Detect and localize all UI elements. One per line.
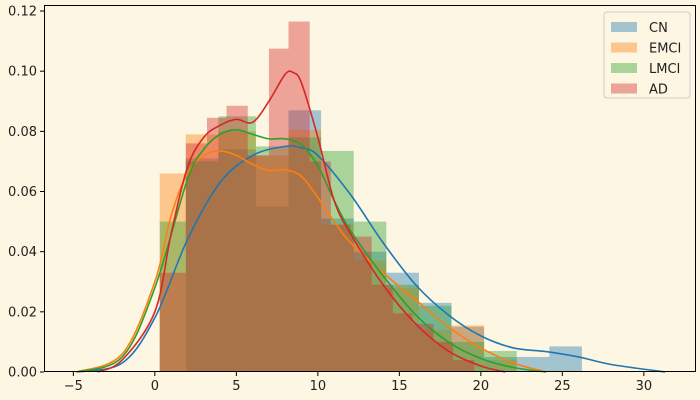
y-tick-label: 0.04: [8, 245, 37, 260]
y-tick-label: 0.06: [8, 185, 37, 200]
kde-line-lmci: [76, 129, 547, 373]
plot-area: [44, 5, 696, 372]
bar-ad-8: [330, 224, 351, 372]
bar-emci-7: [386, 287, 419, 372]
x-tick-label: 15: [391, 379, 408, 394]
bar-lmci-3: [255, 146, 289, 372]
bar-emci-5: [321, 224, 354, 372]
bar-lmci-4: [288, 137, 322, 372]
legend-box: [603, 11, 691, 99]
bar-ad-4: [247, 155, 269, 372]
bar-cn-2: [218, 149, 256, 372]
bar-ad-2: [207, 117, 227, 373]
bar-ad-9: [350, 236, 372, 372]
bar-emci-6: [353, 260, 387, 372]
x-tick-label: 20: [473, 379, 490, 394]
legend-swatch-cn: [611, 22, 637, 32]
bar-ad-7: [309, 161, 331, 372]
bar-ad-1: [185, 143, 207, 372]
legend-swatch-emci: [611, 42, 637, 53]
legend-label-ad: AD: [649, 83, 668, 98]
x-tick-label: 25: [554, 379, 571, 394]
bar-lmci-1: [185, 161, 219, 372]
x-tick-label: 5: [232, 379, 240, 394]
bar-emci-4: [288, 129, 322, 372]
bar-emci-8: [418, 329, 452, 372]
kde-line-ad: [97, 70, 506, 373]
bar-ad-11: [392, 313, 413, 372]
bar-lmci-6: [353, 221, 387, 372]
bar-emci-1: [185, 134, 219, 372]
y-tick-label: 0.12: [8, 5, 37, 20]
legend-swatch-lmci: [611, 63, 637, 73]
y-tick-label: 0.10: [8, 65, 37, 80]
bar-ad-13: [433, 341, 454, 372]
kde-lines-layer: [76, 70, 666, 373]
bar-lmci-5: [321, 150, 354, 372]
bar-lmci-2: [218, 116, 256, 372]
bar-cn-5: [321, 218, 354, 372]
y-tick-label: 0.00: [8, 366, 37, 381]
bar-emci-3: [255, 155, 289, 372]
bar-emci-2: [218, 131, 256, 372]
bar-cn-8: [418, 302, 452, 372]
legend: CN EMCI LMCI AD: [603, 11, 691, 99]
bar-cn-3: [255, 206, 289, 372]
axes-frame: [44, 5, 696, 372]
bar-ad-10: [371, 284, 393, 372]
bar-ad-0: [159, 272, 186, 372]
bar-ad-6: [288, 21, 310, 373]
legend-label-cn: CN: [649, 21, 668, 36]
y-tick-label: 0.08: [8, 125, 37, 140]
kde-line-emci: [76, 150, 547, 373]
bar-ad-5: [268, 48, 289, 373]
x-axis: −5 0 5 10 15 20 25 30: [64, 372, 652, 394]
y-axis: 0.00 0.02 0.04 0.06 0.08 0.10 0.12: [8, 5, 44, 381]
y-tick-label: 0.02: [8, 305, 37, 320]
legend-label-emci: EMCI: [649, 42, 681, 57]
x-tick-label: −5: [64, 379, 83, 394]
x-tick-label: 30: [636, 379, 653, 394]
kde-line-cn: [76, 145, 666, 373]
x-tick-label: 0: [151, 379, 159, 394]
legend-label-lmci: LMCI: [649, 62, 680, 77]
bar-ad-3: [226, 105, 248, 372]
bar-cn-11: [549, 346, 582, 372]
bar-ad-14: [453, 359, 475, 372]
x-tick-label: 10: [310, 379, 327, 394]
legend-swatch-ad: [611, 83, 637, 94]
